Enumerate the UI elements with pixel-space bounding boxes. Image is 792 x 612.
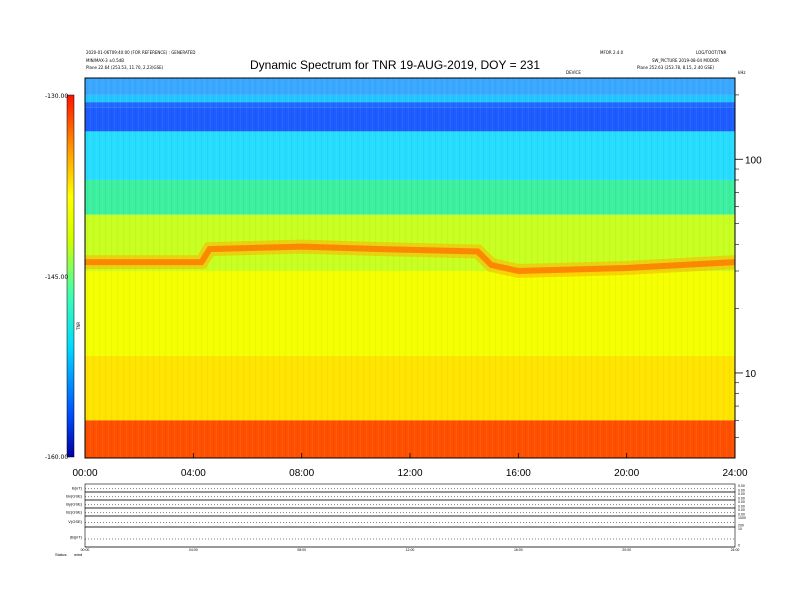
panel-right-hi: 0.00 xyxy=(738,508,745,512)
footer-status-2: wind xyxy=(74,552,82,557)
header-top-right-line3: SW_PICTURE 2019-08-04 MODOR xyxy=(652,58,719,63)
panel-row xyxy=(84,499,736,509)
header-top-left-line1: 2020-01-06T09:40:00 (FOR REFERENCE) : GE… xyxy=(86,50,196,55)
colorbar-label: TNR xyxy=(76,322,81,331)
header-top-right-line1: MFOR 2.4.0 xyxy=(600,50,624,55)
x-tick-label: 20:00 xyxy=(614,468,639,479)
header-top-right-line2: LOG/TOOT/TNR xyxy=(696,50,727,55)
panel-right-lo: 0.00 xyxy=(738,489,745,493)
panel-x-tick: 20:00 xyxy=(622,548,631,552)
y-tick-label: 100 xyxy=(745,155,762,166)
header-mid-label: DEVICE xyxy=(566,70,581,75)
spectrogram-plot xyxy=(85,78,736,458)
panel-right-lo: 0.00 xyxy=(738,497,745,501)
panel-label: By(GSE) xyxy=(66,502,82,507)
panel-label: Bx(GSE) xyxy=(66,494,82,499)
panel-x-tick: 24:00 xyxy=(731,548,740,552)
x-tick-label: 08:00 xyxy=(289,468,314,479)
colorbar xyxy=(66,94,75,458)
panel-x-tick: 04:00 xyxy=(189,548,198,552)
panel-right-hi: 0.00 xyxy=(738,484,745,488)
panel-right-lo: 200 xyxy=(738,524,744,528)
panel-right-lo: 0 xyxy=(738,544,740,548)
y-tick-label: 10 xyxy=(745,369,757,380)
x-tick-label: 24:00 xyxy=(722,468,747,479)
panel-label: V(GSE) xyxy=(68,519,82,524)
header-top-left-line2: MIN/MAX-3 ±0.5dB xyxy=(86,58,124,63)
colorbar-tick-mid: -145.00 xyxy=(45,274,68,281)
y-axis: 100 10 xyxy=(735,94,762,438)
panel-row xyxy=(84,515,736,528)
panel-x-tick: 12:00 xyxy=(406,548,415,552)
panel-right-hi: 0.00 xyxy=(738,492,745,496)
header-top-left-line3: Plane 22.64 (253.53, 11.70, 2.23)GSE) xyxy=(86,65,164,70)
panel-right-hi: 1000 xyxy=(738,516,746,520)
panel-x-tick: 08:00 xyxy=(297,548,306,552)
panel-right-lo: 0.00 xyxy=(738,505,745,509)
panel-row xyxy=(84,491,736,501)
x-tick-label: 16:00 xyxy=(506,468,531,479)
header-top-right-line4: Plane 252.63 (253.78, 8.15, 2.40 GSE) xyxy=(637,65,714,70)
panel-label: B(nT) xyxy=(72,486,83,491)
emission-band xyxy=(85,243,736,275)
panel-x-tick: 00:00 xyxy=(81,548,90,552)
x-tick-label: 00:00 xyxy=(72,468,97,479)
panel-right-hi: 10 xyxy=(738,527,742,531)
panel-x-tick: 16:00 xyxy=(514,548,523,552)
panel-right-hi: 0.00 xyxy=(738,500,745,504)
panel-right-lo: 0.00 xyxy=(738,513,745,517)
colorbar-tick-top: -130.00 xyxy=(45,93,68,100)
panel-row xyxy=(84,483,736,493)
panel-label: |B|(nT) xyxy=(70,535,83,540)
panel-label: Bz(GSE) xyxy=(66,510,82,515)
footer-status: Status: xyxy=(55,552,67,557)
panel-row xyxy=(84,507,736,517)
x-tick-label: 12:00 xyxy=(397,468,422,479)
colorbar-tick-bottom: -160.00 xyxy=(45,454,68,461)
corner-unit: kHz xyxy=(738,70,746,75)
panel-row xyxy=(84,526,736,548)
x-tick-label: 04:00 xyxy=(181,468,206,479)
x-axis: 00:00 04:00 08:00 12:00 16:00 20:00 24:00 xyxy=(72,453,748,479)
chart-title: Dynamic Spectrum for TNR 19-AUG-2019, DO… xyxy=(250,58,541,72)
